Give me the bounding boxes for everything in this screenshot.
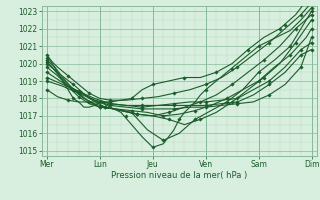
X-axis label: Pression niveau de la mer( hPa ): Pression niveau de la mer( hPa ) — [111, 171, 247, 180]
